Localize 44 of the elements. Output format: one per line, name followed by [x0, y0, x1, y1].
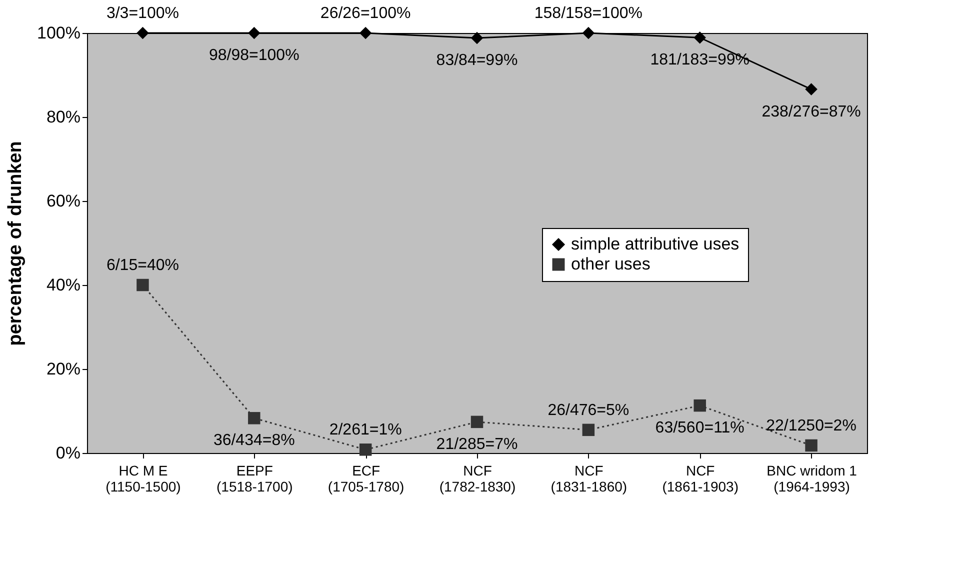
legend-label: other uses: [571, 254, 650, 274]
x-tick-label: NCF (1782-1830): [439, 462, 516, 494]
point: [694, 31, 706, 44]
y-tick-label: 0%: [56, 444, 80, 462]
y-axis-title: percentage of drunken: [5, 141, 26, 346]
point: [359, 444, 372, 456]
data-label: 2/261=1%: [329, 422, 402, 439]
point: [582, 26, 595, 40]
data-label: 238/276=87%: [762, 103, 861, 120]
legend-label: simple attributive uses: [571, 234, 740, 254]
data-label: 63/560=11%: [655, 420, 744, 437]
data-label: 6/15=40%: [106, 257, 179, 274]
x-tick-label: NCF (1861-1903): [662, 462, 738, 494]
x-tick-label: EEPF (1518-1700): [216, 462, 293, 494]
point: [470, 416, 484, 428]
point: [359, 26, 372, 40]
x-tick-label: ECF (1705-1780): [328, 462, 404, 494]
y-tick-label: 40%: [46, 276, 80, 294]
data-label: 21/285=7%: [436, 436, 518, 453]
y-tick-label: 100%: [37, 24, 80, 42]
point: [805, 439, 818, 452]
data-label: 26/476=5%: [548, 402, 630, 419]
data-label: 158/158=100%: [534, 5, 642, 22]
data-label: 26/26=100%: [320, 5, 411, 22]
data-label: 36/434=8%: [213, 432, 295, 450]
data-label: 3/3=100%: [106, 5, 179, 22]
y-tick-label: 80%: [46, 108, 80, 126]
data-label: 83/84=99%: [436, 52, 518, 70]
point: [805, 83, 818, 96]
x-tick-label: NCF (1831-1860): [550, 462, 628, 494]
point: [136, 26, 149, 40]
point: [136, 278, 149, 292]
y-tick-label: 60%: [46, 192, 80, 210]
x-tick-label: HC M E (1150-1500): [106, 462, 181, 494]
data-label: 181/183=99%: [650, 52, 750, 69]
data-label: 22/1250=2%: [766, 417, 856, 434]
point: [470, 32, 484, 44]
data-label: 98/98=100%: [208, 47, 300, 64]
x-tick-label: BNC wridom 1 (1964-1993): [766, 462, 858, 494]
point: [694, 399, 706, 412]
point: [248, 412, 260, 424]
point: [582, 424, 595, 436]
y-tick-label: 20%: [46, 360, 80, 378]
point: [248, 26, 260, 40]
